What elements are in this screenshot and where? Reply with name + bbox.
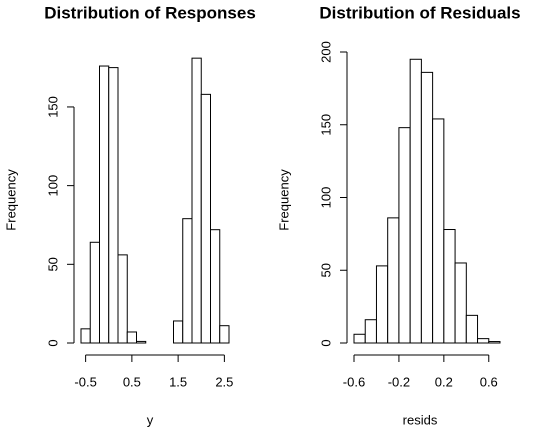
x-tick-label: -0.2 — [388, 374, 410, 389]
x-tick-label: 0.6 — [480, 374, 498, 389]
y-tick-label: 200 — [318, 41, 333, 63]
bar — [126, 331, 137, 344]
x-axis-label: y — [147, 412, 154, 427]
bar — [398, 127, 411, 344]
x-tick-label: 0.2 — [435, 374, 453, 389]
bar — [80, 328, 91, 344]
x-tick-label: 1.5 — [169, 374, 187, 389]
y-tick-label: 50 — [318, 263, 333, 277]
x-axis-label: resids — [403, 412, 438, 427]
bar — [89, 241, 100, 344]
chart-title: Distribution of Responses — [44, 3, 256, 22]
x-tick-label: 0.5 — [123, 374, 141, 389]
y-tick-label: 50 — [45, 257, 60, 271]
bar — [477, 338, 490, 344]
x-tick-label: -0.6 — [343, 374, 365, 389]
y-tick-label: 100 — [45, 175, 60, 197]
chart-title: Distribution of Residuals — [319, 3, 520, 22]
bar — [210, 229, 221, 344]
bar — [219, 325, 230, 344]
y-tick-label: 100 — [318, 187, 333, 209]
y-tick-label: 150 — [318, 114, 333, 136]
x-tick-label: 2.5 — [215, 374, 233, 389]
bar — [191, 57, 202, 344]
bar — [99, 65, 110, 344]
bar — [108, 67, 119, 344]
bar — [136, 340, 147, 344]
bar — [454, 262, 467, 344]
bar — [364, 319, 377, 344]
bar — [387, 217, 400, 344]
y-tick-label: 0 — [318, 339, 333, 346]
y-axis-label: Frequency — [3, 169, 18, 231]
y-tick-label: 0 — [45, 339, 60, 346]
bar — [353, 333, 366, 344]
bar — [420, 71, 434, 344]
bar — [117, 254, 128, 344]
bar — [443, 229, 456, 344]
bar — [200, 93, 211, 344]
bar — [409, 58, 422, 344]
bar — [182, 218, 193, 344]
x-tick-label: -0.5 — [74, 374, 96, 389]
bar — [173, 320, 184, 344]
bar — [375, 265, 389, 344]
bar — [432, 118, 445, 344]
y-tick-label: 150 — [45, 96, 60, 118]
bar — [465, 314, 479, 344]
bar — [488, 341, 501, 344]
y-axis-label: Frequency — [276, 169, 291, 231]
